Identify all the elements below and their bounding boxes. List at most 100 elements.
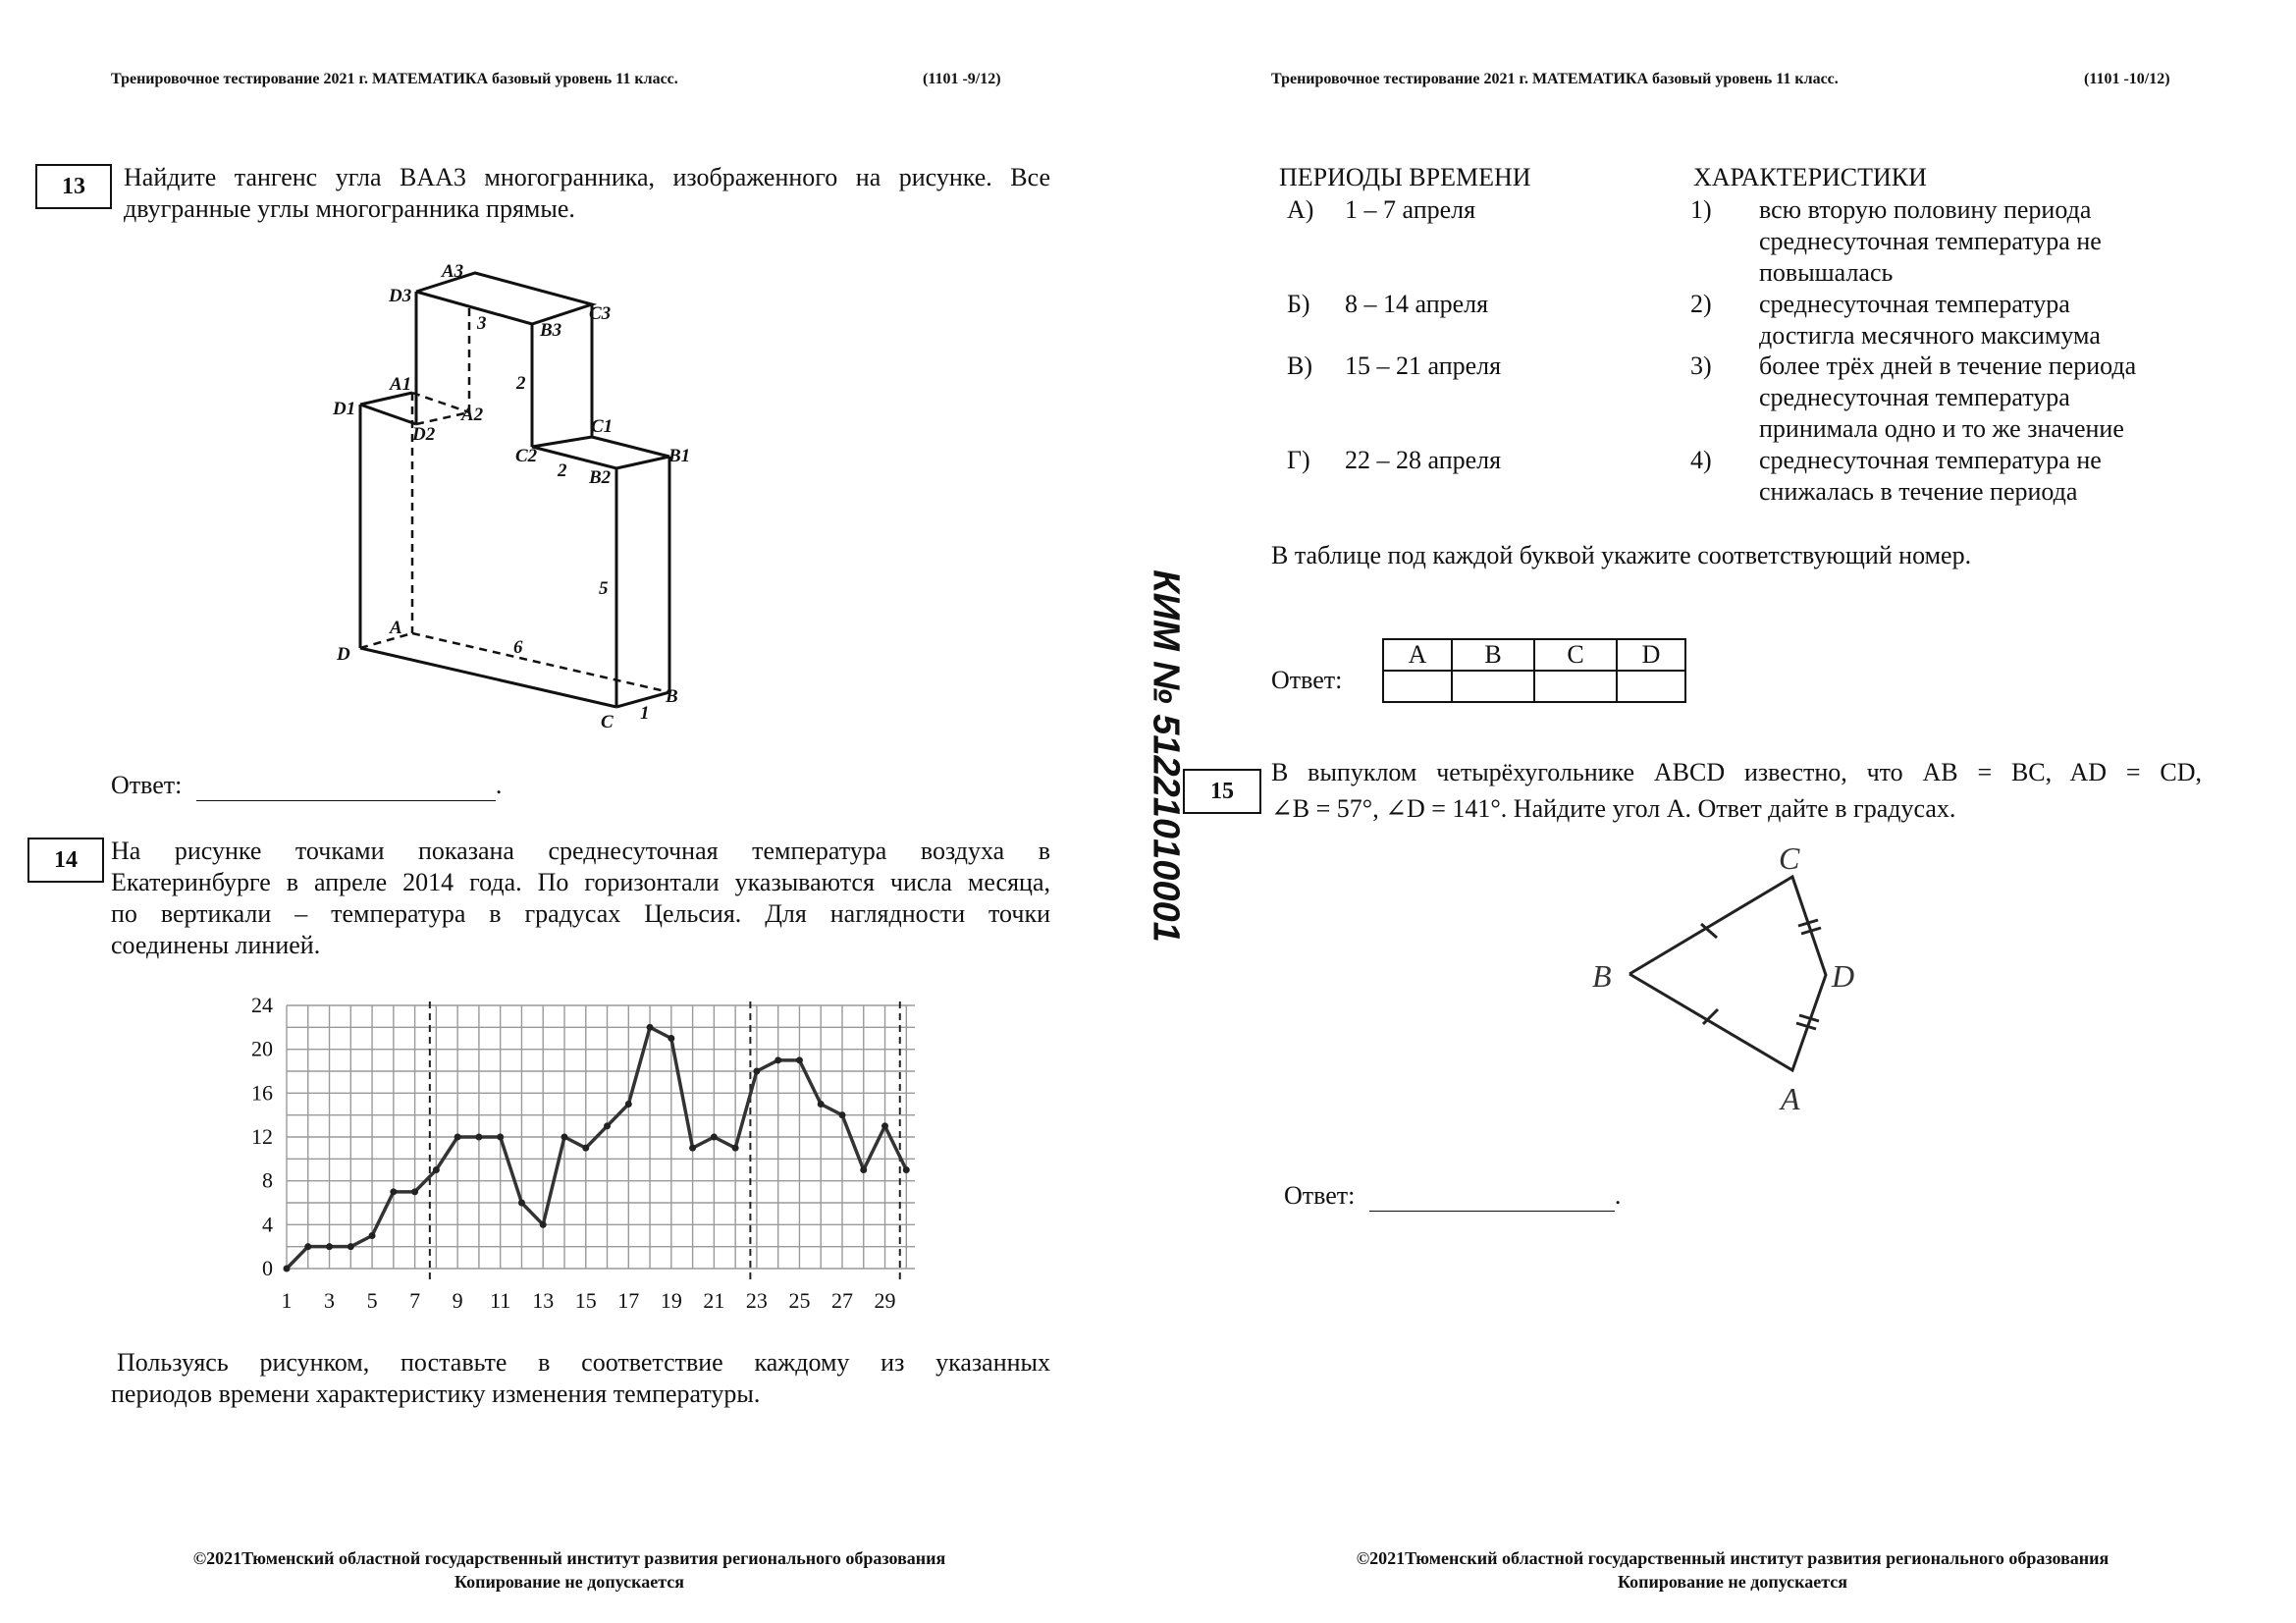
characteristic-num-3: 3) xyxy=(1690,352,1712,380)
edge-length-2-step: 2 xyxy=(557,460,567,481)
edge-length-2-vertical: 2 xyxy=(515,373,526,394)
edge-length-5: 5 xyxy=(599,578,609,599)
temperature-point xyxy=(902,1166,910,1173)
period-text-v: 15 – 21 апреля xyxy=(1345,352,1502,380)
period-letter-v: В) xyxy=(1287,352,1312,380)
y-tick-label: 12 xyxy=(251,1124,273,1149)
x-tick-label: 23 xyxy=(746,1288,768,1313)
x-tick-label: 9 xyxy=(453,1288,463,1313)
label-B1: B1 xyxy=(667,446,690,466)
header-title-right: Тренировочное тестирование 2021 г. МАТЕМ… xyxy=(1271,71,1839,87)
header-title-left: Тренировочное тестирование 2021 г. МАТЕМ… xyxy=(111,71,678,87)
y-tick-label: 20 xyxy=(251,1037,273,1061)
label-D1: D1 xyxy=(332,399,355,419)
x-tick-label: 25 xyxy=(788,1288,810,1313)
x-tick-label: 27 xyxy=(831,1288,853,1313)
q14-text-line1: На рисунке точками показана среднесуточн… xyxy=(111,837,1050,865)
answer-label-14: Ответ: xyxy=(1271,666,1343,694)
temperature-point xyxy=(689,1144,697,1152)
q14-text-line2: Екатеринбурге в апреле 2014 года. По гор… xyxy=(111,868,1050,896)
characteristic-1-line3: повышалась xyxy=(1759,258,1894,287)
question-number-14: 14 xyxy=(27,838,104,883)
q15-answer-label: Ответ: xyxy=(1284,1181,1356,1210)
q13-answer-label: Ответ: xyxy=(111,771,183,799)
x-tick-label: 17 xyxy=(617,1288,639,1313)
y-tick-label: 4 xyxy=(262,1212,273,1236)
footer-right-line2: Копирование не допускается xyxy=(1617,1572,1848,1592)
y-tick-label: 24 xyxy=(251,993,273,1017)
characteristic-2-line2: достигла месячного максимума xyxy=(1759,321,2101,350)
temperature-point xyxy=(283,1265,291,1272)
temperature-point xyxy=(347,1243,354,1251)
x-tick-label: 5 xyxy=(367,1288,378,1313)
characteristic-num-4: 4) xyxy=(1690,446,1712,474)
q14-after-line2: периодов времени характеристику изменени… xyxy=(111,1380,761,1408)
temperature-point xyxy=(368,1232,376,1239)
period-text-b: 8 – 14 апреля xyxy=(1345,290,1489,318)
x-tick-label: 29 xyxy=(875,1288,896,1313)
temperature-point xyxy=(646,1023,654,1031)
question-number-13: 13 xyxy=(35,164,112,209)
temperature-series-line xyxy=(285,1025,908,1271)
temperature-point xyxy=(390,1188,398,1196)
temperature-point xyxy=(817,1101,825,1108)
label-D2: D2 xyxy=(411,424,436,445)
label-D3: D3 xyxy=(388,286,411,306)
polyhedron-figure: A3 D3 B3 C3 A1 D1 D2 A2 C1 C2 B2 B1 A D … xyxy=(332,261,690,732)
temperature-point xyxy=(454,1133,461,1141)
temperature-point xyxy=(838,1111,846,1119)
q14-text-line4: соединены линией. xyxy=(111,931,321,959)
temperature-point xyxy=(731,1144,739,1152)
table-instruction: В таблице под каждой буквой укажите соот… xyxy=(1271,541,1972,569)
quad-label-a: A xyxy=(1779,1081,1800,1116)
page-code-right: (1101 -10/12) xyxy=(2084,71,2170,87)
answer-table-header-c: C xyxy=(1533,638,1618,672)
label-C2: C2 xyxy=(515,446,538,466)
temperature-point xyxy=(860,1166,868,1173)
label-C3: C3 xyxy=(589,303,611,324)
q15-answer: Ответ: . xyxy=(1284,1181,1622,1212)
q13-answer-field[interactable] xyxy=(195,773,496,801)
label-A3: A3 xyxy=(441,261,463,282)
answer-table-14: A B C D xyxy=(1382,638,1686,703)
temperature-point xyxy=(497,1133,505,1141)
characteristic-4-line2: снижалась в течение периода xyxy=(1759,477,2078,506)
temperature-point xyxy=(582,1144,590,1152)
question-number-15: 15 xyxy=(1183,769,1261,814)
answer-cell-a[interactable] xyxy=(1382,670,1453,703)
characteristic-3-line1: более трёх дней в течение периода xyxy=(1759,352,2137,380)
edge-length-6: 6 xyxy=(513,637,523,658)
y-tick-label: 0 xyxy=(262,1256,273,1280)
period-text-a: 1 – 7 апреля xyxy=(1345,195,1476,224)
characteristic-1-line2: среднесуточная температура не xyxy=(1759,227,2102,255)
q15-text-line1: В выпуклом четырёхугольнике ABCD известн… xyxy=(1271,758,2202,786)
footer-left-line1: ©2021Тюменский областной государственный… xyxy=(192,1548,946,1568)
quad-label-c: C xyxy=(1779,840,1800,876)
q15-answer-field[interactable] xyxy=(1368,1183,1615,1212)
footer-left-line2: Копирование не допускается xyxy=(454,1572,685,1592)
temperature-point xyxy=(710,1133,718,1141)
label-C1: C1 xyxy=(591,416,613,437)
x-tick-label: 13 xyxy=(532,1288,554,1313)
answer-cell-c[interactable] xyxy=(1533,670,1618,703)
label-A1: A1 xyxy=(389,374,411,395)
answer-table-header-d: D xyxy=(1616,638,1686,672)
characteristic-num-1: 1) xyxy=(1690,195,1712,224)
answer-table-header-b: B xyxy=(1451,638,1535,672)
answer-cell-d[interactable] xyxy=(1616,670,1686,703)
temperature-point xyxy=(432,1166,440,1173)
x-tick-label: 19 xyxy=(661,1288,682,1313)
temperature-point xyxy=(881,1122,889,1130)
y-tick-label: 8 xyxy=(262,1168,273,1193)
answer-cell-b[interactable] xyxy=(1451,670,1535,703)
q15-text-line2: ∠B = 57°, ∠D = 141°. Найдите угол A. Отв… xyxy=(1271,794,1956,823)
y-tick-label: 16 xyxy=(251,1080,273,1105)
period-text-g: 22 – 28 апреля xyxy=(1345,446,1502,474)
quad-label-b: B xyxy=(1592,958,1612,994)
label-C: C xyxy=(601,712,614,732)
temperature-point xyxy=(753,1067,761,1075)
temperature-point xyxy=(667,1035,675,1042)
label-A: A xyxy=(389,618,402,638)
edge-length-1: 1 xyxy=(640,703,650,724)
